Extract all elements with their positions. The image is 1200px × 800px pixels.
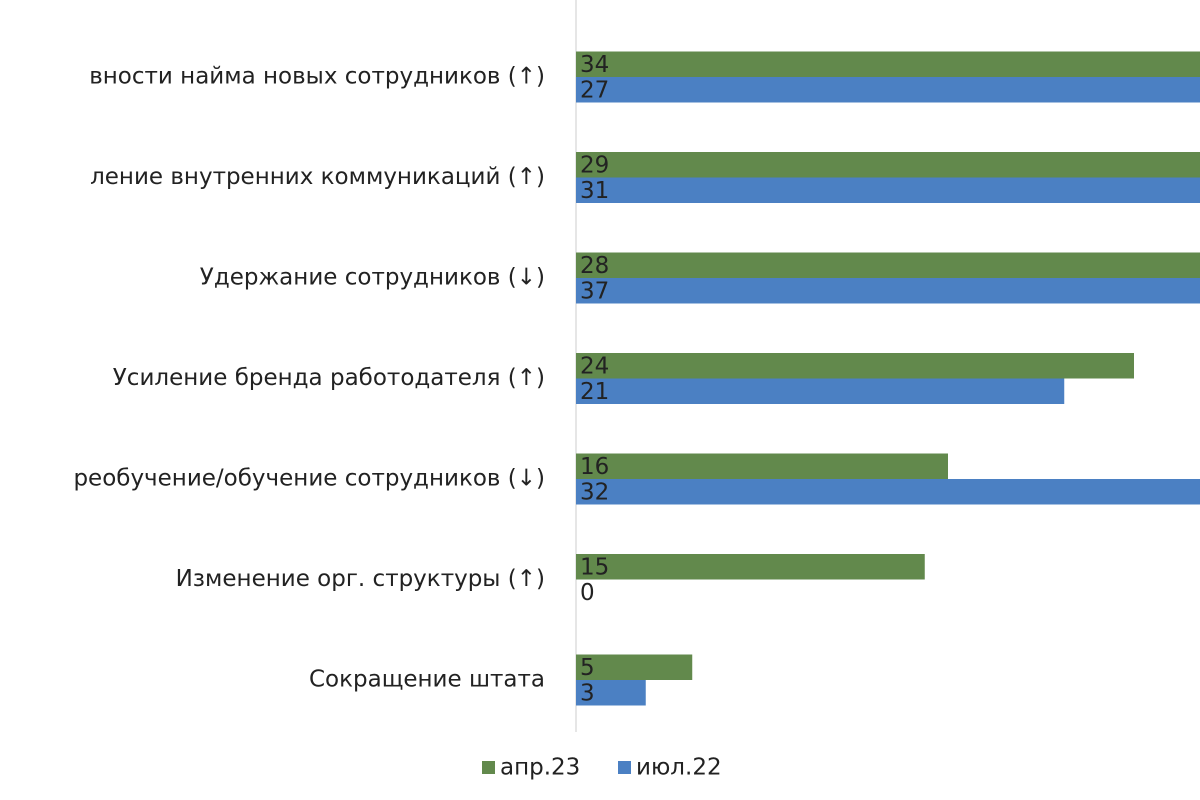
bar xyxy=(576,77,1200,103)
bar xyxy=(576,654,693,680)
value-label: 32 xyxy=(580,479,609,505)
bar xyxy=(576,353,1134,379)
bar xyxy=(576,51,1200,77)
legend-swatch xyxy=(482,761,495,774)
value-label: 21 xyxy=(580,379,609,405)
category-label: ление внутренних коммуникаций (↑) xyxy=(90,164,545,190)
value-label: 5 xyxy=(580,655,595,681)
legend-label: июл.22 xyxy=(636,755,722,781)
category-label: Изменение орг. структуры (↑) xyxy=(176,566,545,592)
value-label: 3 xyxy=(580,680,595,706)
value-label: 16 xyxy=(580,454,609,480)
category-label: Удержание сотрудников (↓) xyxy=(200,265,545,291)
bar xyxy=(576,177,1200,203)
bar xyxy=(576,453,948,479)
value-label: 27 xyxy=(580,77,609,103)
bar xyxy=(576,252,1200,278)
value-label: 15 xyxy=(580,554,609,580)
value-label: 29 xyxy=(580,152,609,178)
category-label: Усиление бренда работодателя (↑) xyxy=(113,365,545,391)
bar xyxy=(576,554,925,580)
value-label: 0 xyxy=(580,580,595,606)
bar xyxy=(576,378,1065,404)
bar xyxy=(576,152,1200,178)
legend-swatch xyxy=(618,761,631,774)
bar xyxy=(576,680,646,706)
value-label: 34 xyxy=(580,52,609,78)
category-label: Сокращение штата xyxy=(309,667,545,693)
value-label: 31 xyxy=(580,178,609,204)
legend-label: апр.23 xyxy=(500,755,580,781)
value-label: 24 xyxy=(580,353,609,379)
category-label: вности найма новых сотрудников (↑) xyxy=(89,64,545,90)
value-label: 37 xyxy=(580,278,609,304)
bar xyxy=(576,278,1200,304)
category-label: реобучение/обучение сотрудников (↓) xyxy=(73,466,545,492)
bar xyxy=(576,479,1200,505)
value-label: 28 xyxy=(580,253,609,279)
